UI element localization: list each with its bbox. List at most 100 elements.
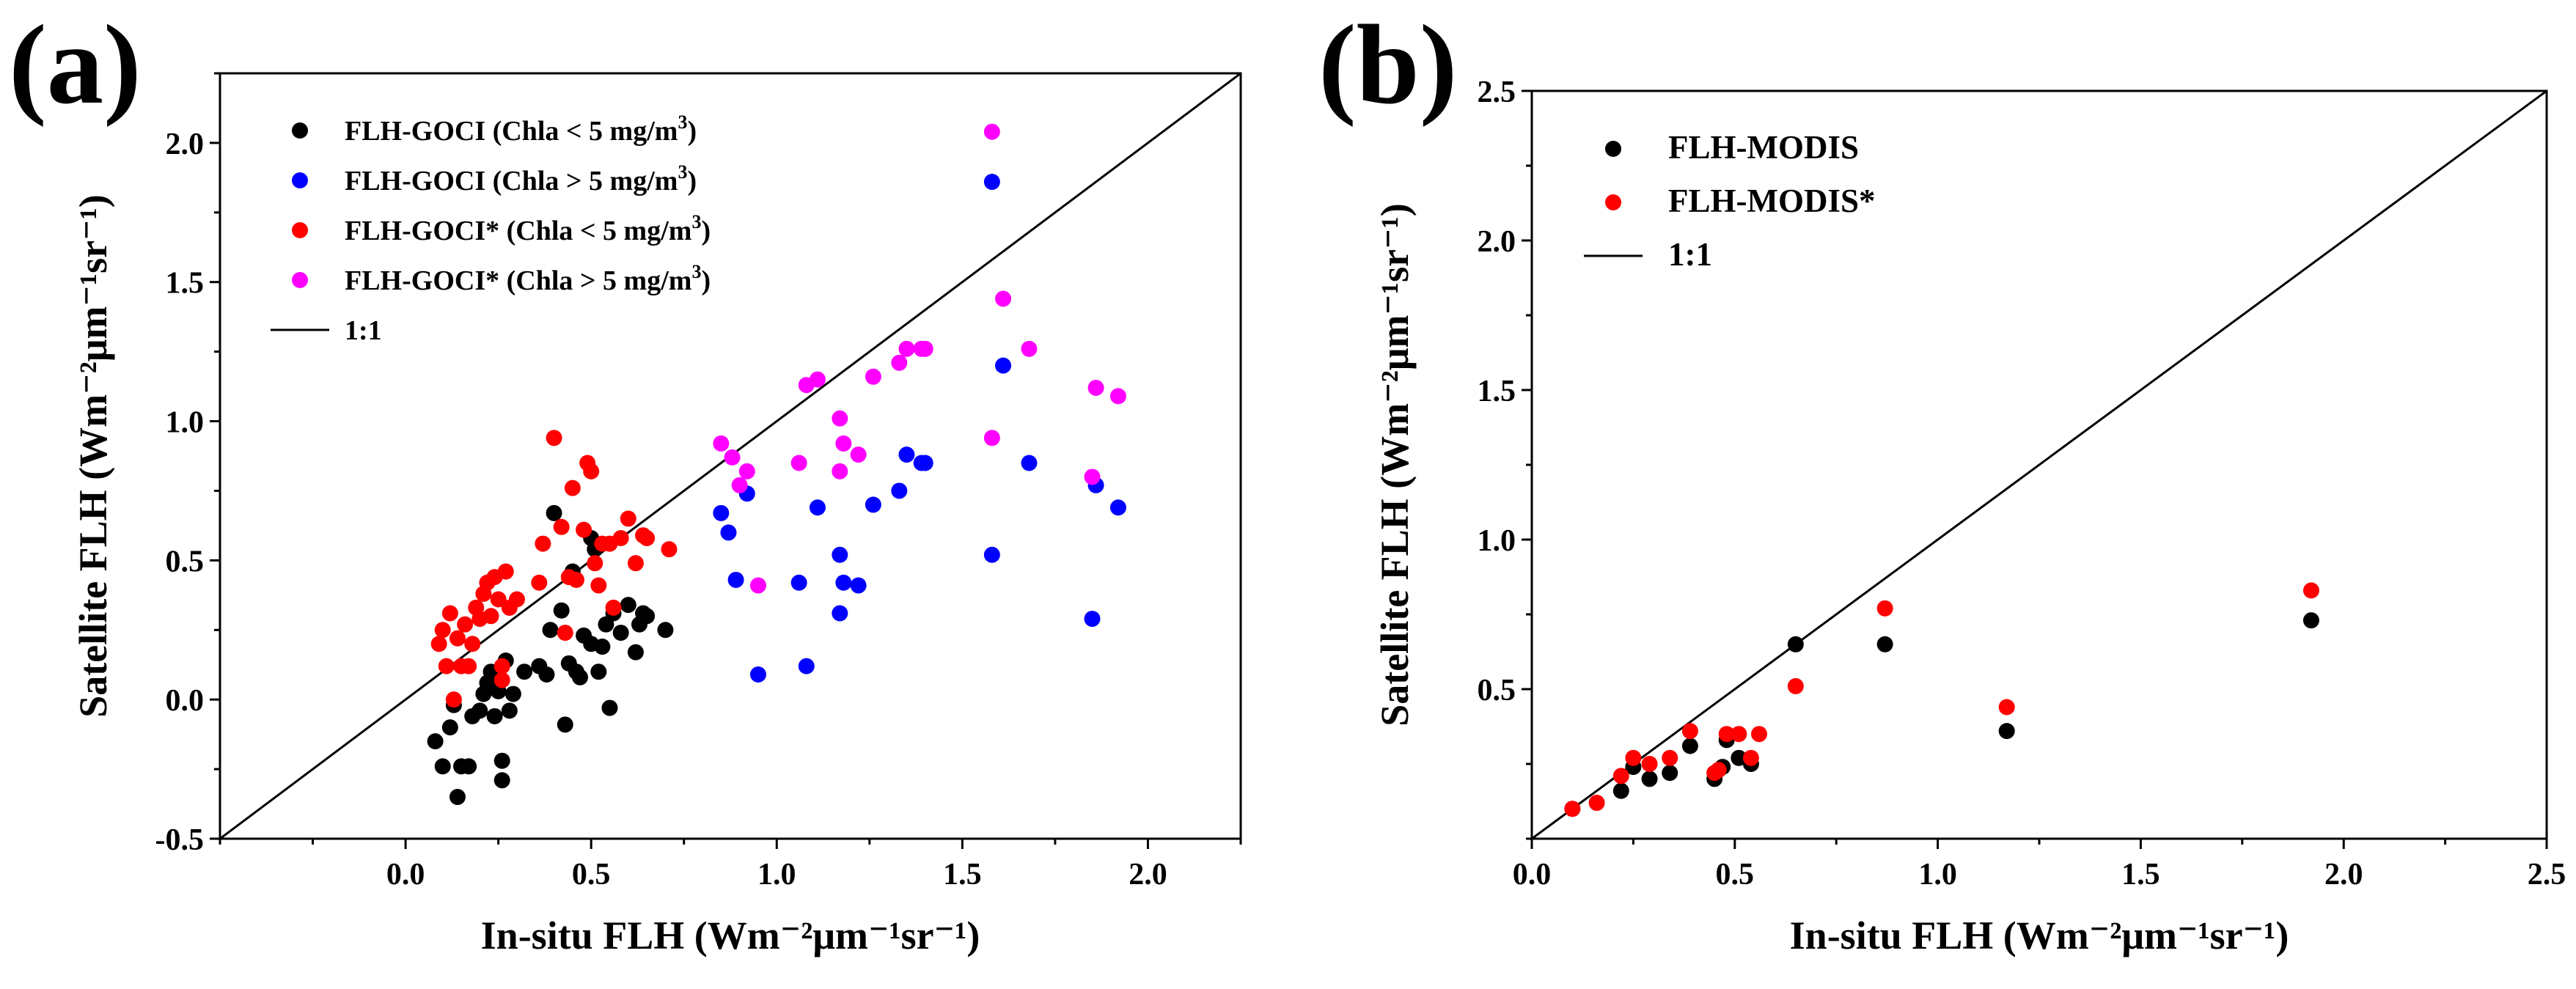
y-tick-label: 2.5	[1478, 76, 1516, 109]
data-point	[917, 455, 933, 471]
data-point	[576, 521, 592, 538]
legend-label: FLH-GOCI* (Chla < 5 mg/m3)	[345, 211, 711, 246]
data-point	[835, 435, 852, 452]
data-point	[720, 524, 737, 541]
data-point	[583, 463, 600, 479]
data-point	[639, 529, 656, 546]
data-point	[713, 504, 730, 521]
data-point	[983, 174, 1000, 191]
data-point	[983, 546, 1000, 563]
legend-label-main: FLH-MODIS*	[1668, 183, 1876, 219]
data-point	[490, 591, 507, 608]
data-point	[441, 605, 458, 622]
legend: FLH-MODIS FLH-MODIS* 1:1	[1584, 129, 1876, 273]
x-tick-label: 2.0	[2324, 858, 2363, 891]
data-point	[809, 371, 826, 388]
data-point	[983, 123, 1000, 140]
y-tick-label: 1.5	[1478, 375, 1516, 408]
y-tick-label: 2.0	[166, 128, 205, 161]
data-point	[1087, 379, 1104, 396]
data-point	[1084, 468, 1101, 485]
data-point	[1625, 749, 1642, 766]
legend-label-main: FLH-GOCI (Chla < 5 mg/m	[345, 116, 678, 147]
data-point	[493, 672, 510, 688]
data-point	[464, 636, 481, 652]
legend-label-end: )	[687, 166, 697, 196]
data-point	[1742, 749, 1759, 766]
data-point	[1021, 455, 1038, 471]
legend-label-sup: 3	[691, 261, 701, 282]
series-1	[713, 174, 1126, 683]
data-point	[449, 789, 466, 806]
data-point	[713, 435, 730, 452]
x-tick-label: 1.0	[757, 858, 796, 891]
y-tick-label: 0.0	[166, 684, 205, 718]
data-point	[535, 535, 551, 552]
data-point	[1109, 499, 1126, 516]
x-tick-label: 0.5	[1716, 858, 1755, 891]
data-point	[571, 669, 588, 685]
data-point	[568, 571, 584, 588]
legend-label-sup: 3	[678, 111, 687, 133]
data-point	[605, 599, 622, 616]
data-point	[601, 699, 618, 716]
data-point	[835, 574, 852, 591]
data-point	[434, 758, 451, 775]
data-point	[1998, 723, 2015, 740]
data-point	[538, 666, 555, 683]
data-point	[564, 479, 581, 496]
data-point	[427, 733, 444, 750]
data-point	[493, 658, 510, 674]
data-point	[1876, 600, 1893, 617]
data-point	[430, 636, 447, 652]
data-point	[590, 663, 607, 680]
data-point	[501, 702, 518, 719]
data-point	[1021, 340, 1038, 357]
legend-marker	[292, 122, 308, 139]
legend-label-main: FLH-GOCI* (Chla < 5 mg/m	[345, 216, 691, 246]
y-tick-label: 0.5	[166, 545, 205, 578]
data-point	[546, 504, 562, 521]
data-point	[531, 574, 548, 591]
data-point	[1641, 771, 1658, 787]
data-point	[1681, 738, 1698, 754]
data-point	[731, 477, 748, 493]
series-0	[1564, 612, 2319, 817]
data-point	[850, 577, 867, 594]
data-point	[724, 449, 741, 466]
data-point	[898, 446, 915, 463]
data-point	[1710, 762, 1727, 779]
data-point	[1731, 749, 1747, 766]
data-point	[865, 496, 881, 513]
legend-label: 1:1	[345, 315, 382, 346]
data-point	[1787, 636, 1804, 652]
data-point	[1612, 768, 1629, 784]
data-point	[449, 630, 466, 647]
x-tick-label: 0.0	[1513, 858, 1552, 891]
legend-label-end: )	[687, 116, 697, 147]
y-tick-label: 0.5	[1478, 674, 1516, 707]
y-tick-label: 2.0	[1478, 225, 1516, 259]
y-tick-label: 1.5	[166, 267, 205, 301]
data-point	[497, 563, 514, 580]
data-point	[1876, 636, 1893, 652]
data-point	[790, 574, 807, 591]
x-tick-label: 1.5	[2121, 858, 2160, 891]
x-tick-label: 1.5	[943, 858, 982, 891]
data-point	[627, 644, 644, 661]
data-point	[657, 622, 674, 639]
legend-marker	[292, 172, 308, 188]
x-axis-label: In-situ FLH (Wm⁻²μm⁻¹sr⁻¹)	[481, 913, 980, 957]
legend-label: 1:1	[1668, 236, 1712, 273]
data-point	[557, 625, 573, 641]
x-tick-label: 2.0	[1129, 858, 1167, 891]
data-point	[1641, 756, 1658, 772]
data-point	[727, 571, 744, 588]
series-1	[1564, 582, 2319, 817]
legend-label: FLH-GOCI (Chla > 5 mg/m3)	[345, 161, 697, 196]
data-point	[639, 608, 656, 625]
data-point	[995, 290, 1012, 307]
data-point	[486, 707, 503, 724]
data-point	[1109, 388, 1126, 405]
data-point	[1084, 611, 1101, 628]
